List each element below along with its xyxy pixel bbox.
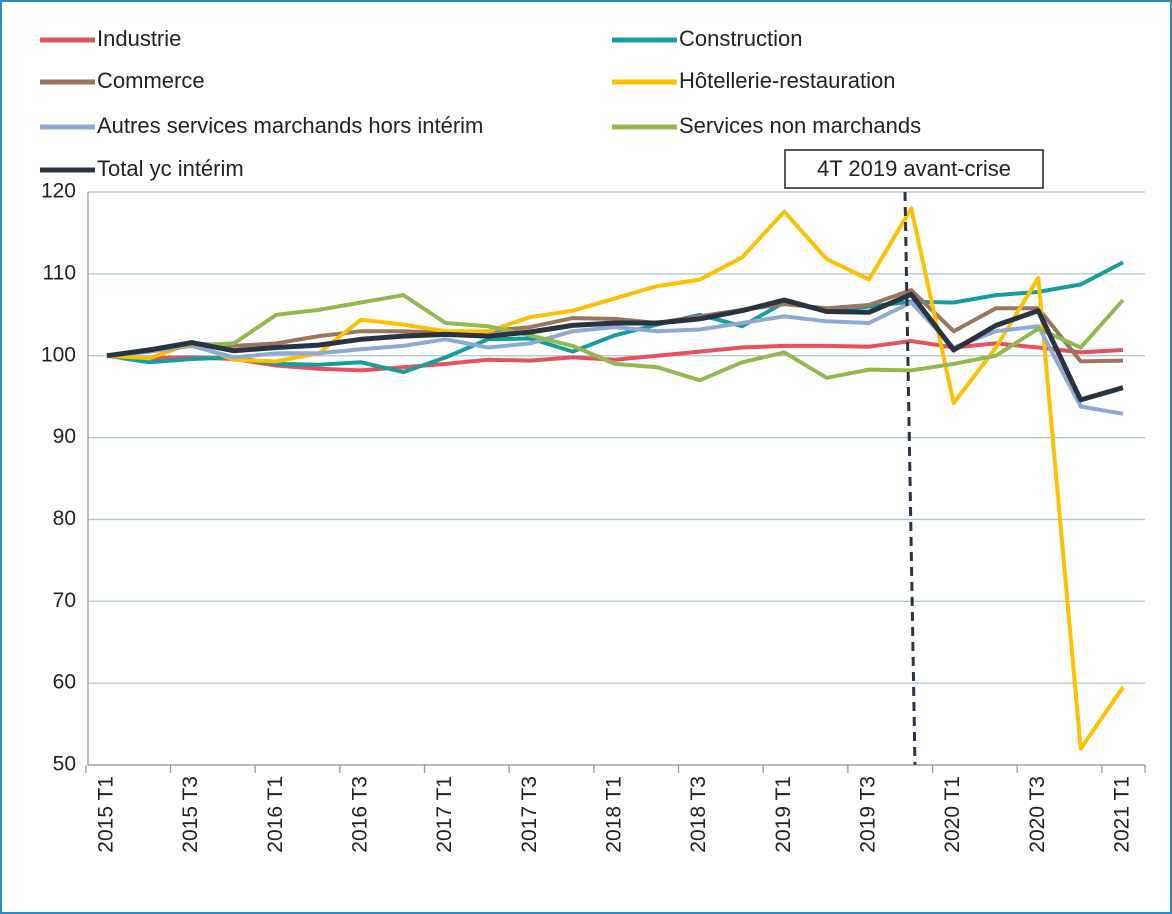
x-tick-label: 2021 T1 <box>1111 776 1134 853</box>
y-tick-label: 70 <box>53 589 76 612</box>
series-line <box>106 288 1124 364</box>
legend-label: Industrie <box>97 26 181 51</box>
x-tick-label: 2019 T1 <box>772 776 795 853</box>
x-tick-label: 2016 T1 <box>264 776 287 853</box>
y-tick-label: 90 <box>53 425 76 448</box>
series-line <box>106 260 1124 375</box>
lines <box>106 206 1125 751</box>
series-line <box>106 206 1125 751</box>
x-tick-label: 2020 T1 <box>941 776 964 853</box>
y-tick-label: 50 <box>53 753 76 776</box>
y-tick-label: 80 <box>53 507 76 530</box>
x-tick-label: 2015 T1 <box>95 776 118 853</box>
legend-label: Services non marchands <box>679 113 921 138</box>
x-tick-label: 2018 T3 <box>687 776 710 853</box>
y-tick-label: 100 <box>41 343 76 366</box>
legend-label: Total yc intérim <box>97 156 244 181</box>
x-tick-label: 2019 T3 <box>857 776 880 853</box>
x-tick-label: 2018 T1 <box>603 776 626 853</box>
legend-label: Autres services marchands hors intérim <box>97 113 483 138</box>
grid <box>85 191 1146 773</box>
x-tick-label: 2020 T3 <box>1026 776 1049 853</box>
series-line <box>106 293 1125 383</box>
x-tick-label: 2015 T3 <box>179 776 202 853</box>
y-tick-label: 60 <box>53 671 76 694</box>
y-tick-label: 120 <box>41 180 76 203</box>
series-line <box>106 291 1124 403</box>
x-tick-label: 2017 T3 <box>518 776 541 853</box>
y-tick-label: 110 <box>43 261 76 284</box>
x-tick-label: 2016 T3 <box>349 776 372 853</box>
annotation: 4T 2019 avant-crise <box>817 156 1011 181</box>
legend-label: Construction <box>679 26 803 51</box>
x-tick-label: 2017 T1 <box>433 776 456 853</box>
legend-label: Commerce <box>97 68 205 93</box>
crisis-line <box>903 191 917 766</box>
annotation-box <box>784 149 1044 189</box>
legend-label: Hôtellerie-restauration <box>679 68 895 93</box>
